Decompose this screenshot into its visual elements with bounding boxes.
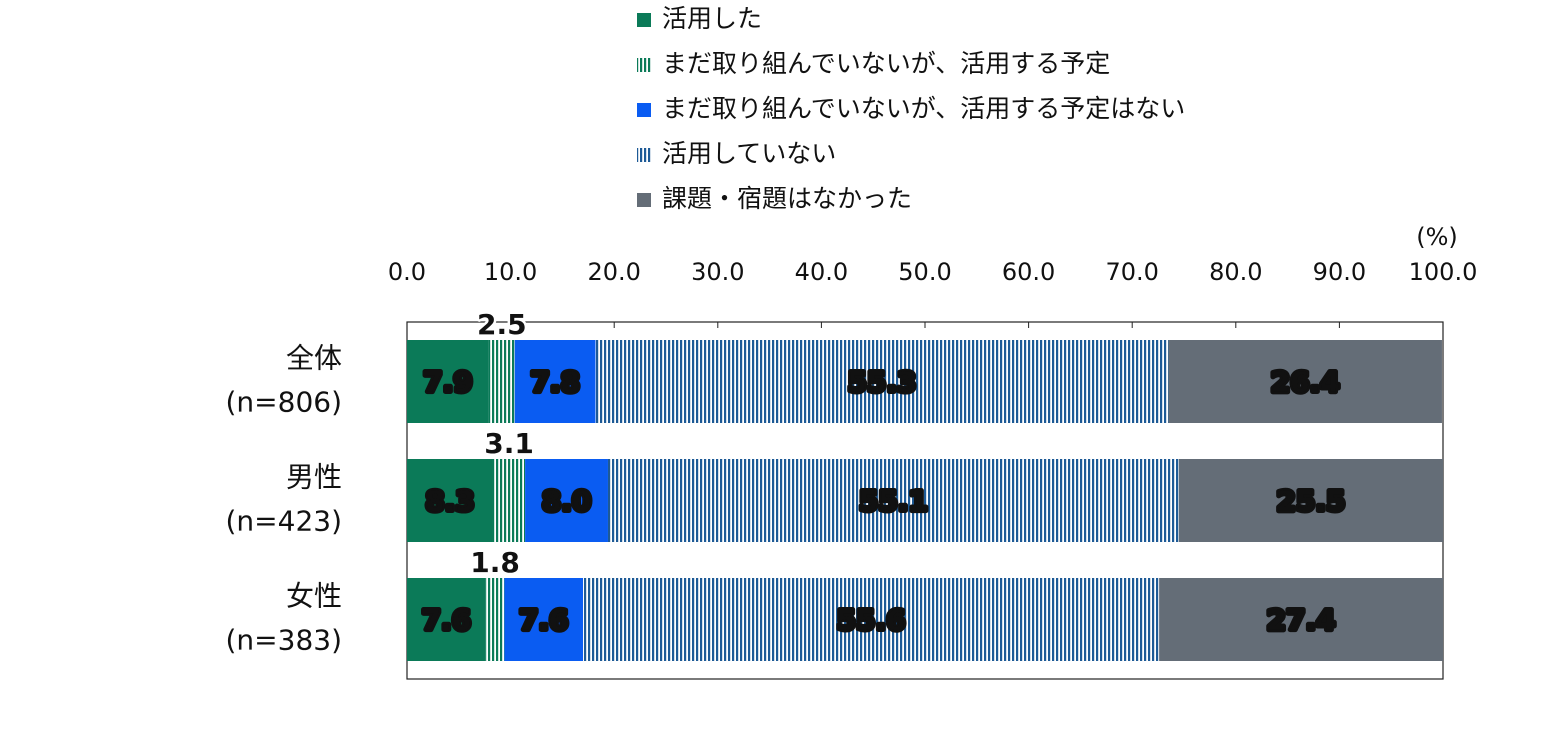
value-label: 55.3 xyxy=(847,366,916,399)
x-tick-label: 10.0 xyxy=(484,258,537,286)
legend-swatch xyxy=(637,193,651,207)
value-label: 7.6 xyxy=(519,604,569,637)
bar-segment xyxy=(1178,459,1443,542)
x-tick-label: 90.0 xyxy=(1313,258,1366,286)
value-label: 7.6 xyxy=(422,604,472,637)
bar-segment xyxy=(595,340,1169,423)
bar-segment xyxy=(492,459,526,542)
bar-segment xyxy=(607,459,1179,542)
x-tick-label: 50.0 xyxy=(898,258,951,286)
legend-swatch xyxy=(637,148,651,162)
bar-segment xyxy=(488,340,515,423)
bar-segment xyxy=(514,340,596,423)
value-label: 3.1 xyxy=(484,427,534,460)
value-label: 2.5 xyxy=(477,308,527,341)
legend-label: まだ取り組んでいないが、活用する予定はない xyxy=(662,94,1185,123)
bar-segment xyxy=(504,578,584,661)
value-label: 27.4 xyxy=(1267,604,1336,637)
legend-swatch xyxy=(637,103,651,117)
value-label: 1.8 xyxy=(470,546,520,579)
value-label: 25.5 xyxy=(1276,485,1345,518)
legend-label: 課題・宿題はなかった xyxy=(662,184,912,213)
bar-segment xyxy=(1168,340,1442,423)
x-tick-label: 20.0 xyxy=(587,258,640,286)
legend-label: 活用した xyxy=(662,4,762,33)
value-label: 7.8 xyxy=(530,366,580,399)
y-tick-label: 全体(n=806) xyxy=(226,342,343,419)
value-label: 55.6 xyxy=(837,604,906,637)
legend-label: まだ取り組んでいないが、活用する予定 xyxy=(662,49,1110,78)
y-tick-label: 女性(n=383) xyxy=(226,580,343,657)
legend-label: 活用していない xyxy=(662,139,836,168)
value-label: 26.4 xyxy=(1271,366,1340,399)
bar-segment xyxy=(583,578,1160,661)
legend-swatch xyxy=(637,58,651,72)
x-tick-label: 30.0 xyxy=(691,258,744,286)
bar-segment xyxy=(1159,578,1443,661)
bar-segment xyxy=(485,578,505,661)
bar-segment xyxy=(407,578,486,661)
value-label: 55.1 xyxy=(859,485,928,518)
bar-segment xyxy=(407,459,493,542)
legend-swatch xyxy=(637,13,651,27)
value-label: 7.9 xyxy=(423,366,473,399)
unit-label: (%) xyxy=(1416,223,1458,251)
bar-segment xyxy=(407,340,489,423)
y-tick-label: 男性(n=423) xyxy=(226,461,343,538)
bar-segment xyxy=(525,459,608,542)
x-tick-label: 60.0 xyxy=(1002,258,1055,286)
value-label: 8.3 xyxy=(425,485,475,518)
x-tick-label: 80.0 xyxy=(1209,258,1262,286)
x-tick-label: 100.0 xyxy=(1409,258,1478,286)
x-tick-label: 40.0 xyxy=(795,258,848,286)
value-label: 8.0 xyxy=(542,485,592,518)
x-tick-label: 70.0 xyxy=(1105,258,1158,286)
x-tick-label: 0.0 xyxy=(388,258,426,286)
